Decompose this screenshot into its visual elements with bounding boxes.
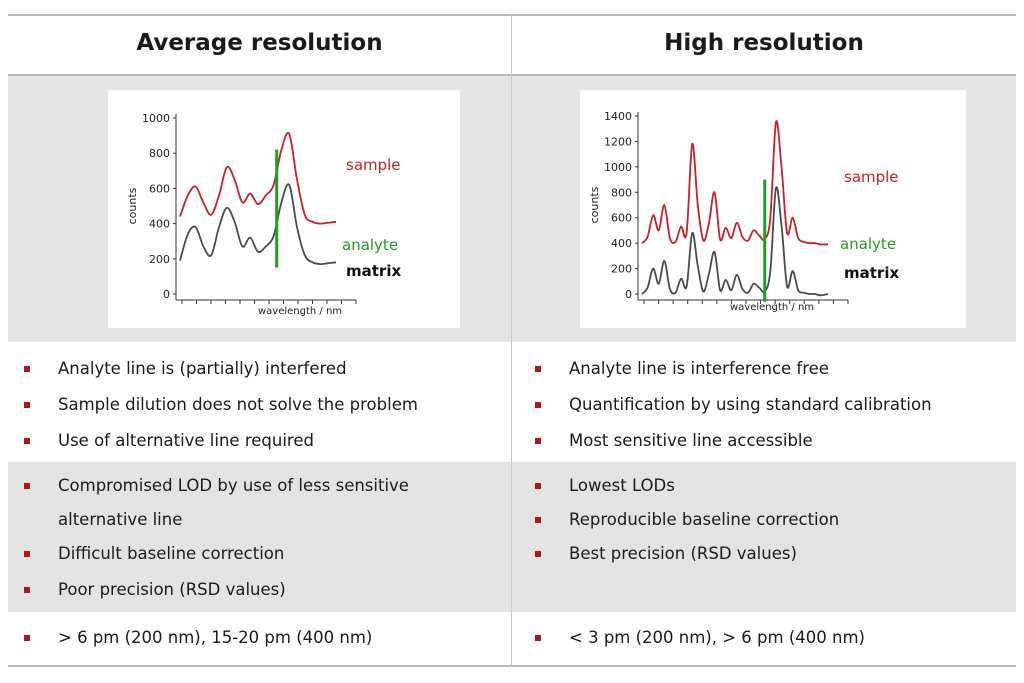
- bullet-square-icon: [535, 635, 541, 641]
- high-row2-list: Lowest LODs Reproducible baseline correc…: [535, 475, 1005, 565]
- series-line-sample: [641, 120, 829, 246]
- y-tick-label: 1000: [142, 112, 170, 125]
- y-tick-label: 800: [149, 147, 170, 160]
- list-item-text: Analyte line is (partially) interfered: [58, 359, 347, 378]
- list-item: Quantification by using standard calibra…: [535, 394, 1005, 416]
- label-matrix: matrix: [346, 262, 401, 280]
- bullet-square-icon: [24, 402, 30, 408]
- y-tick-label: 1200: [604, 135, 632, 148]
- bullet-square-icon: [535, 517, 541, 523]
- list-item: < 3 pm (200 nm), > 6 pm (400 nm): [535, 627, 1005, 649]
- list-item: Best precision (RSD values): [535, 543, 1005, 565]
- bullet-square-icon: [24, 483, 30, 489]
- list-item-text: Reproducible baseline correction: [569, 510, 840, 529]
- y-tick-label: 600: [611, 212, 632, 225]
- bottom-rule: [8, 665, 1016, 667]
- y-axis-label: counts: [588, 186, 601, 223]
- bullet-square-icon: [535, 483, 541, 489]
- label-sample: sample: [844, 168, 899, 186]
- y-tick-label: 200: [149, 253, 170, 266]
- list-item-text: > 6 pm (200 nm), 15-20 pm (400 nm): [58, 628, 373, 647]
- x-axis-label: wavelength / nm: [730, 302, 814, 313]
- list-item-text: Sample dilution does not solve the probl…: [58, 395, 418, 414]
- bullet-square-icon: [535, 438, 541, 444]
- list-item-text: Most sensitive line accessible: [569, 431, 813, 450]
- chart0-svg: 0 200 400 600 800 1000 counts wavelength / nm sa…: [126, 112, 401, 317]
- y-axis-label: counts: [126, 187, 139, 224]
- bullet-square-icon: [24, 551, 30, 557]
- bullet-square-icon: [24, 366, 30, 372]
- bullet-square-icon: [24, 587, 30, 593]
- chart1-svg: 0 200 400 600 800 1000 1200 1400 counts wavelengt…: [588, 110, 899, 313]
- list-item: Difficult baseline correction: [24, 543, 504, 565]
- y-tick-label: 200: [611, 263, 632, 276]
- list-item-text: Compromised LOD by use of less sensitive: [58, 476, 409, 495]
- column-divider: [511, 14, 512, 666]
- list-item: Most sensitive line accessible: [535, 430, 1005, 452]
- series-line-matrix: [641, 186, 829, 297]
- y-tick-label: 400: [149, 218, 170, 231]
- title-high-resolution: High resolution: [664, 30, 864, 56]
- bullet-square-icon: [535, 366, 541, 372]
- avg-row1-list: Analyte line is (partially) interfered S…: [24, 358, 504, 452]
- label-analyte: analyte: [342, 236, 398, 254]
- y-tick-label: 1400: [604, 110, 632, 123]
- chart-high-resolution: 0 200 400 600 800 1000 1200 1400 counts wavelengt…: [580, 90, 966, 328]
- list-item: Sample dilution does not solve the probl…: [24, 394, 504, 416]
- list-item: Reproducible baseline correction: [535, 509, 1005, 531]
- list-item-text: Poor precision (RSD values): [58, 580, 286, 599]
- list-item-text: < 3 pm (200 nm), > 6 pm (400 nm): [569, 628, 865, 647]
- list-item: Compromised LOD by use of less sensitive…: [24, 475, 504, 531]
- title-average-resolution: Average resolution: [136, 30, 383, 56]
- y-tick-label: 400: [611, 237, 632, 250]
- label-matrix: matrix: [844, 264, 899, 282]
- label-sample: sample: [346, 156, 401, 174]
- avg-row3-list: > 6 pm (200 nm), 15-20 pm (400 nm): [24, 627, 504, 649]
- y-tick-label: 800: [611, 186, 632, 199]
- list-item-text: Best precision (RSD values): [569, 544, 797, 563]
- bullet-square-icon: [535, 402, 541, 408]
- row2-band: [8, 462, 1016, 612]
- bullet-square-icon: [24, 635, 30, 641]
- list-item-text: Analyte line is interference free: [569, 359, 829, 378]
- list-item-text: Use of alternative line required: [58, 431, 314, 450]
- series-line-matrix: [179, 183, 337, 266]
- chart-average-resolution: 0 200 400 600 800 1000 counts wavelength / nm sa…: [108, 90, 460, 328]
- x-axis-label: wavelength / nm: [258, 306, 342, 317]
- y-tick-label: 0: [163, 288, 170, 301]
- top-rule: [8, 14, 1016, 16]
- list-item-text-cont: alternative line: [58, 510, 183, 529]
- high-row3-list: < 3 pm (200 nm), > 6 pm (400 nm): [535, 627, 1005, 649]
- list-item-text: Quantification by using standard calibra…: [569, 395, 932, 414]
- bullet-square-icon: [535, 551, 541, 557]
- list-item: Analyte line is (partially) interfered: [24, 358, 504, 380]
- list-item: Poor precision (RSD values): [24, 579, 504, 601]
- high-row1-list: Analyte line is interference free Quanti…: [535, 358, 1005, 452]
- list-item-text: Difficult baseline correction: [58, 544, 285, 563]
- avg-row2-list: Compromised LOD by use of less sensitive…: [24, 475, 504, 601]
- y-tick-label: 1000: [604, 161, 632, 174]
- bullet-square-icon: [24, 438, 30, 444]
- header-rule: [8, 74, 1016, 76]
- list-item: > 6 pm (200 nm), 15-20 pm (400 nm): [24, 627, 504, 649]
- list-item: Lowest LODs: [535, 475, 1005, 497]
- y-tick-label: 0: [625, 288, 632, 301]
- y-tick-label: 600: [149, 182, 170, 195]
- list-item-text: Lowest LODs: [569, 476, 675, 495]
- series-line-sample: [179, 131, 337, 225]
- label-analyte: analyte: [840, 235, 896, 253]
- list-item: Use of alternative line required: [24, 430, 504, 452]
- list-item: Analyte line is interference free: [535, 358, 1005, 380]
